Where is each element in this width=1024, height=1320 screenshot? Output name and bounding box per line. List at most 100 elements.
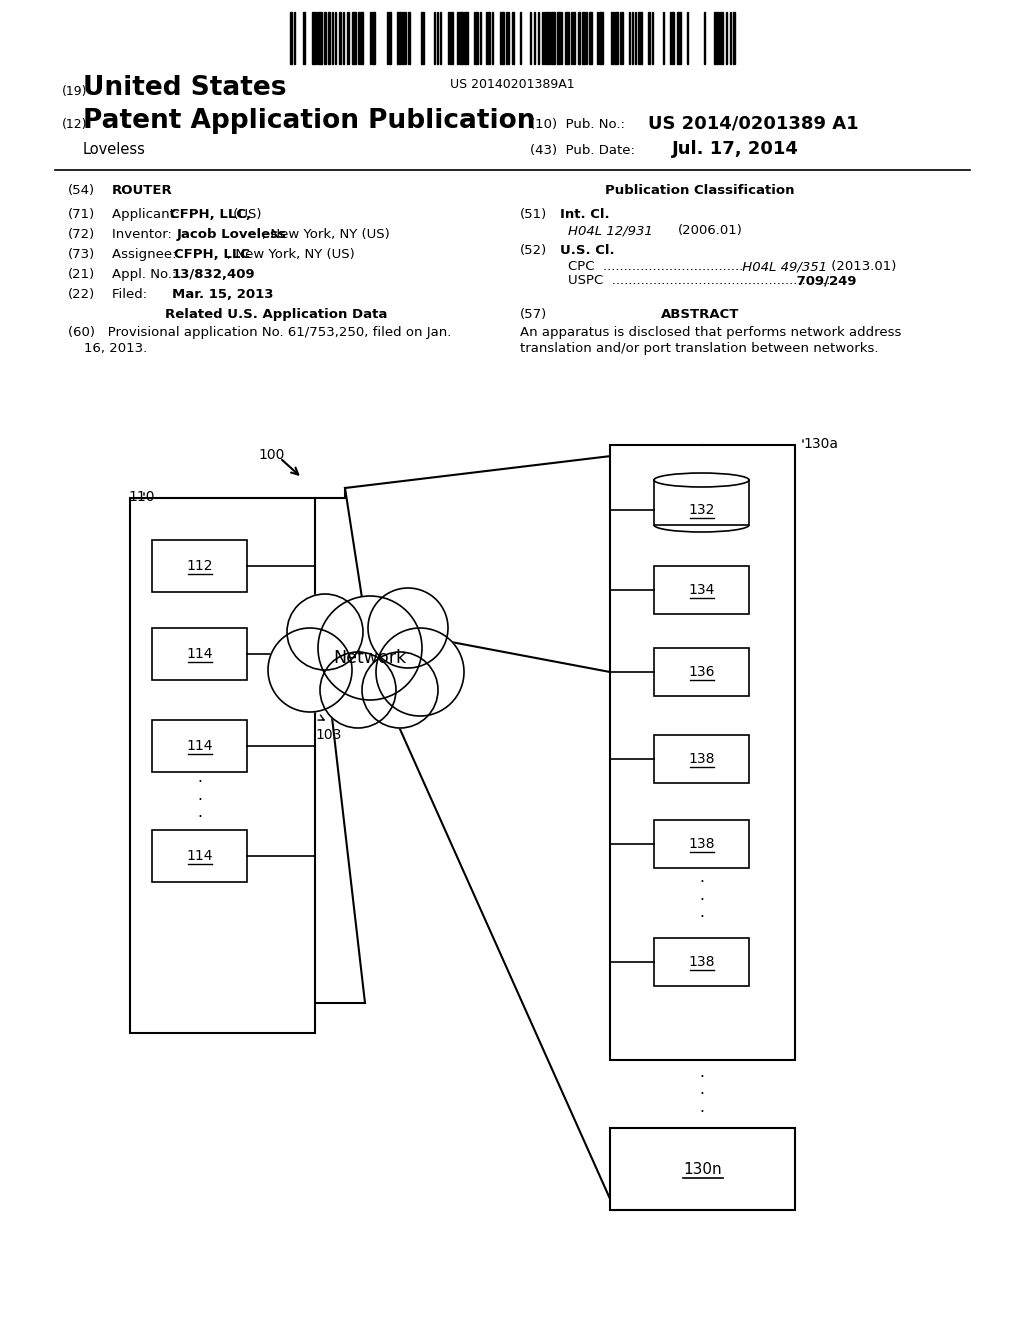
Bar <box>610 445 795 1060</box>
Bar <box>546 12 550 63</box>
Text: (73): (73) <box>68 248 95 261</box>
Bar <box>474 12 478 63</box>
Text: 114: 114 <box>186 849 213 863</box>
Text: 138: 138 <box>688 837 715 851</box>
Bar <box>557 12 560 63</box>
Bar <box>614 12 618 63</box>
Bar <box>290 12 292 63</box>
Bar <box>654 820 749 869</box>
Circle shape <box>368 587 449 668</box>
Text: (21): (21) <box>68 268 95 281</box>
Text: (22): (22) <box>68 288 95 301</box>
Bar <box>360 12 362 63</box>
Text: (10)  Pub. No.:: (10) Pub. No.: <box>530 117 625 131</box>
Bar <box>582 12 585 63</box>
Bar <box>573 12 575 63</box>
Bar <box>610 1129 795 1210</box>
Bar <box>312 12 315 63</box>
Bar <box>551 12 555 63</box>
Text: 138: 138 <box>688 954 715 969</box>
Circle shape <box>287 594 362 671</box>
Circle shape <box>268 628 352 711</box>
Bar <box>654 648 749 696</box>
Text: (US): (US) <box>229 209 261 220</box>
Bar <box>654 735 749 783</box>
Text: Inventor:: Inventor: <box>112 228 184 242</box>
Text: Network: Network <box>334 649 407 667</box>
Bar <box>714 12 718 63</box>
Text: ·
·
·: · · · <box>197 775 202 825</box>
Circle shape <box>318 597 422 700</box>
Circle shape <box>376 628 464 715</box>
Text: 103: 103 <box>315 729 341 742</box>
Bar <box>152 540 247 591</box>
Text: Int. Cl.: Int. Cl. <box>560 209 609 220</box>
Bar <box>648 12 650 63</box>
Text: 136: 136 <box>688 665 715 678</box>
Text: 13/832,409: 13/832,409 <box>172 268 256 281</box>
Text: 112: 112 <box>186 558 213 573</box>
Bar <box>402 12 404 63</box>
Text: USPC  .......................................................: USPC ...................................… <box>568 275 839 286</box>
Bar <box>389 12 391 63</box>
Bar <box>450 12 453 63</box>
Text: 134: 134 <box>688 583 715 597</box>
Text: (72): (72) <box>68 228 95 242</box>
Bar <box>421 12 424 63</box>
Bar <box>677 12 681 63</box>
Text: Patent Application Publication: Patent Application Publication <box>83 108 536 135</box>
Bar <box>638 12 642 63</box>
Text: ·
·
·: · · · <box>699 1071 705 1119</box>
Text: United States: United States <box>83 75 287 102</box>
Bar <box>339 12 341 63</box>
Bar <box>486 12 490 63</box>
Text: 114: 114 <box>186 647 213 661</box>
Bar <box>152 719 247 772</box>
Text: 110: 110 <box>128 490 155 504</box>
Text: 709/249: 709/249 <box>792 275 856 286</box>
Circle shape <box>362 652 438 729</box>
Text: An apparatus is disclosed that performs network address: An apparatus is disclosed that performs … <box>520 326 901 339</box>
Bar <box>500 12 504 63</box>
Text: 100: 100 <box>258 447 285 462</box>
Text: Mar. 15, 2013: Mar. 15, 2013 <box>172 288 273 301</box>
Text: (51): (51) <box>520 209 547 220</box>
Text: (19): (19) <box>62 84 87 98</box>
Bar <box>512 12 514 63</box>
Text: 130a: 130a <box>803 437 838 451</box>
Text: ROUTER: ROUTER <box>112 183 173 197</box>
Text: H04L 12/931: H04L 12/931 <box>568 224 652 238</box>
Bar <box>721 12 723 63</box>
Bar <box>303 12 305 63</box>
Text: (52): (52) <box>520 244 547 257</box>
Bar <box>318 12 322 63</box>
Text: Related U.S. Application Data: Related U.S. Application Data <box>165 308 387 321</box>
Bar <box>347 12 349 63</box>
Bar <box>733 12 735 63</box>
Bar <box>152 628 247 680</box>
Bar <box>578 12 580 63</box>
Text: (54): (54) <box>68 183 95 197</box>
Bar <box>672 12 674 63</box>
Text: Jul. 17, 2014: Jul. 17, 2014 <box>672 140 799 158</box>
Text: 138: 138 <box>688 752 715 766</box>
Text: CFPH, LLC: CFPH, LLC <box>174 248 250 261</box>
Text: , New York, NY (US): , New York, NY (US) <box>262 228 390 242</box>
Text: Jacob Loveless: Jacob Loveless <box>177 228 287 242</box>
Text: Filed:: Filed: <box>112 288 173 301</box>
Text: translation and/or port translation between networks.: translation and/or port translation betw… <box>520 342 879 355</box>
Text: 16, 2013.: 16, 2013. <box>84 342 147 355</box>
Text: H04L 49/351: H04L 49/351 <box>738 260 827 273</box>
Text: Appl. No.:: Appl. No.: <box>112 268 180 281</box>
Text: 132: 132 <box>688 503 715 517</box>
Text: 130n: 130n <box>683 1162 722 1176</box>
Text: Loveless: Loveless <box>83 143 145 157</box>
Text: US 2014/0201389 A1: US 2014/0201389 A1 <box>648 114 859 132</box>
Text: (2013.01): (2013.01) <box>827 260 896 273</box>
Bar <box>352 12 356 63</box>
Text: 114: 114 <box>186 739 213 752</box>
Text: ·
·
·: · · · <box>699 875 703 925</box>
Text: (12): (12) <box>62 117 87 131</box>
Text: CPC  ..................................: CPC .................................. <box>568 260 743 273</box>
Bar <box>654 566 749 614</box>
